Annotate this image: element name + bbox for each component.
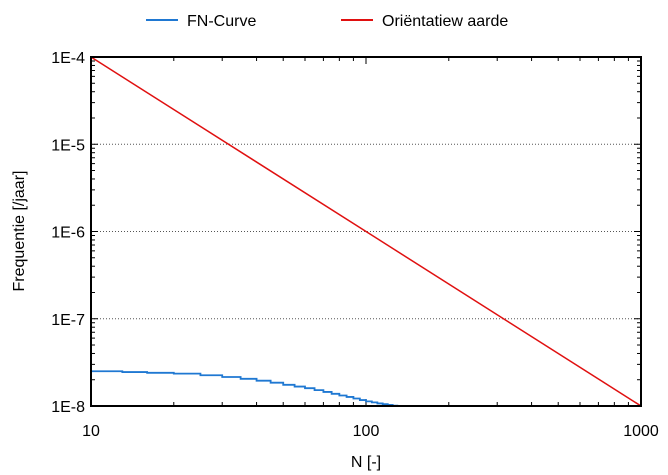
y-tick-label: 1E-7 xyxy=(51,312,85,329)
legend-label-orientatiewaarde: Oriëntatiew aarde xyxy=(382,13,508,30)
series-layer xyxy=(90,56,642,407)
y-axis-title: Frequentie [/jaar] xyxy=(11,171,28,292)
x-tick-labels: 10 100 1000 xyxy=(82,423,659,440)
y-tick-label: 1E-8 xyxy=(51,399,85,416)
y-tick-label: 1E-5 xyxy=(51,137,85,154)
y-tick-label: 1E-6 xyxy=(51,225,85,242)
series-line-fn-curve xyxy=(91,370,399,407)
series-line-orientatiewaarde xyxy=(90,56,642,407)
y-tick-label: 1E-4 xyxy=(51,50,85,67)
x-tick-label: 10 xyxy=(82,423,100,440)
legend-label-fn-curve: FN-Curve xyxy=(187,13,256,30)
x-tick-label: 1000 xyxy=(623,423,659,440)
plot-frame xyxy=(90,56,642,407)
x-tick-label: 100 xyxy=(353,423,380,440)
y-tick-labels: 1E-8 1E-7 1E-6 1E-5 1E-4 xyxy=(51,50,85,416)
legend: FN-Curve Oriëntatiew aarde xyxy=(146,13,508,30)
x-axis-title: N [-] xyxy=(351,454,381,471)
